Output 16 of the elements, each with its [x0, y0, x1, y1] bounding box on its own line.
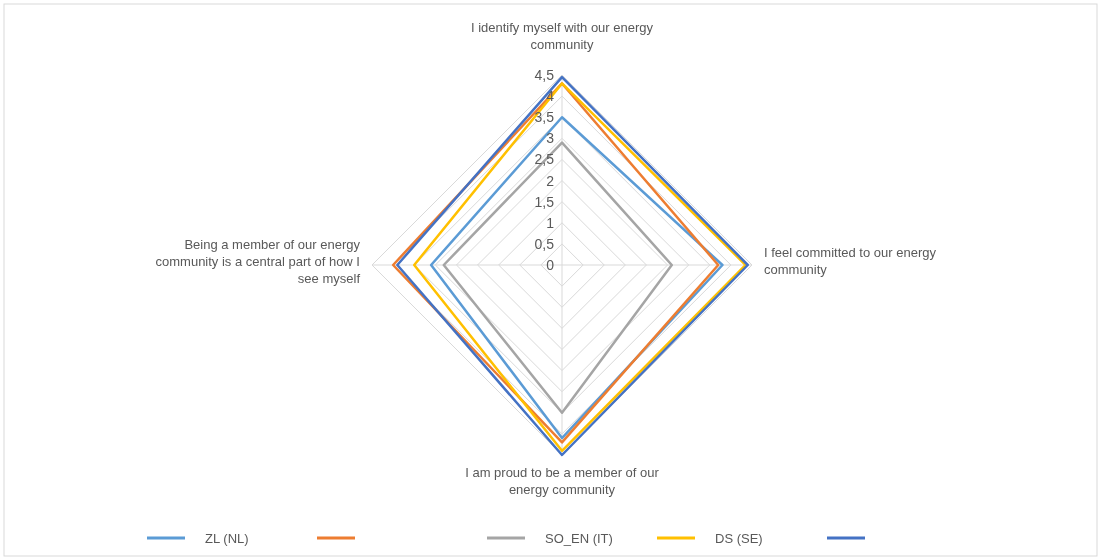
y-tick-label: 2 [546, 172, 555, 189]
y-tick-label: 0,5 [534, 235, 555, 252]
legend-label: SO_EN (IT) [545, 531, 613, 546]
spoke-label: I identify myself with our energy community [470, 20, 654, 52]
y-tick-label: 3,5 [534, 109, 555, 126]
spoke-label: I feel committed to our energy community [764, 245, 937, 277]
spoke-label: Being a member of our energy community is a central part of how I see myself [155, 237, 361, 286]
y-tick-label: 0 [546, 257, 555, 273]
y-tick-label: 4,5 [534, 67, 555, 83]
y-tick-label: 2,5 [534, 151, 555, 168]
spoke-label: I am proud to be a member of our energy community [465, 465, 660, 497]
y-tick-label: 3 [546, 130, 555, 147]
y-tick-label: 1,5 [534, 193, 555, 210]
legend-label: DS (SE) [715, 531, 763, 546]
y-tick-label: 1 [546, 214, 555, 231]
legend-label: ZL (NL) [205, 531, 249, 546]
